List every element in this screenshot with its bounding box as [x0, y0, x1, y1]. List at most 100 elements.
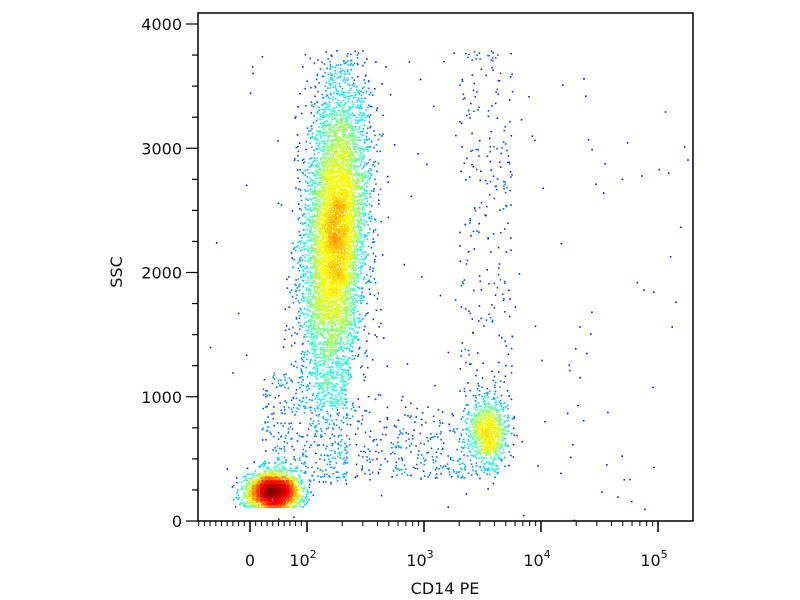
- event-dot: [364, 314, 367, 317]
- event-dot: [300, 237, 303, 239]
- event-dot: [476, 415, 479, 418]
- event-dot: [352, 406, 355, 409]
- event-dot: [350, 297, 352, 300]
- event-dot: [367, 232, 369, 234]
- event-dot: [299, 476, 302, 478]
- event-dot: [312, 207, 315, 209]
- event-dot: [323, 361, 326, 363]
- event-dot: [328, 336, 331, 338]
- event-dot: [373, 439, 375, 441]
- event-dot: [503, 456, 506, 459]
- event-dot: [340, 340, 342, 343]
- event-dot: [363, 219, 366, 221]
- event-dot: [237, 494, 239, 496]
- event-dot: [350, 293, 352, 296]
- event-dot: [330, 460, 332, 463]
- event-dot: [351, 152, 354, 155]
- event-dot: [290, 379, 292, 381]
- event-dot: [335, 476, 338, 479]
- event-dot: [314, 410, 316, 412]
- event-dot: [300, 276, 302, 278]
- event-dot: [307, 385, 310, 387]
- event-dot: [297, 300, 299, 302]
- event-dot: [319, 386, 321, 389]
- event-dot: [307, 236, 309, 239]
- event-dot: [272, 470, 274, 472]
- event-dot: [295, 470, 297, 472]
- event-dot: [473, 289, 475, 292]
- event-dot: [245, 505, 247, 508]
- event-dot: [328, 80, 330, 82]
- event-dot: [331, 147, 334, 150]
- event-dot: [322, 325, 325, 327]
- event-dot: [460, 433, 463, 435]
- event-dot: [476, 387, 479, 390]
- event-dot: [321, 384, 324, 386]
- event-dot: [352, 327, 354, 330]
- event-dot: [295, 506, 297, 508]
- event-dot: [342, 126, 345, 129]
- event-dot: [468, 411, 470, 414]
- event-dot: [326, 113, 328, 116]
- event-dot: [343, 342, 345, 344]
- event-dot: [274, 462, 277, 464]
- event-dot: [322, 150, 324, 152]
- event-dot: [303, 411, 306, 414]
- event-dot: [358, 230, 360, 232]
- event-dot: [344, 324, 347, 327]
- event-dot: [294, 360, 297, 363]
- event-dot: [298, 260, 300, 263]
- event-dot: [309, 278, 312, 281]
- event-dot: [317, 139, 320, 142]
- event-dot: [343, 117, 346, 120]
- event-dot: [347, 337, 349, 339]
- event-dot: [304, 496, 307, 499]
- event-dot: [278, 394, 280, 397]
- event-dot: [393, 144, 396, 146]
- event-dot: [322, 154, 324, 157]
- event-dot: [304, 273, 306, 275]
- event-dot: [312, 106, 315, 108]
- event-dot: [298, 435, 301, 437]
- event-dot: [294, 246, 296, 249]
- event-dot: [301, 358, 303, 361]
- event-dot: [350, 129, 353, 132]
- event-dot: [355, 294, 358, 296]
- event-dot: [325, 382, 328, 384]
- event-dot: [499, 421, 502, 424]
- event-dot: [422, 457, 425, 459]
- event-dot: [474, 442, 477, 445]
- event-dot: [318, 82, 320, 84]
- event-dot: [381, 135, 383, 137]
- event-dot: [349, 323, 352, 326]
- event-dot: [331, 433, 333, 436]
- event-dot: [348, 106, 350, 108]
- event-dot: [302, 172, 305, 175]
- event-dot: [283, 338, 286, 341]
- event-dot: [308, 288, 310, 290]
- event-dot: [313, 336, 315, 338]
- event-dot: [304, 248, 306, 250]
- event-dot: [499, 278, 502, 281]
- event-dot: [298, 230, 300, 233]
- event-dot: [352, 288, 355, 291]
- event-dot: [487, 402, 489, 405]
- event-dot: [472, 429, 474, 431]
- event-dot: [495, 453, 497, 456]
- event-dot: [301, 481, 304, 483]
- event-dot: [346, 128, 349, 131]
- event-dot: [501, 446, 503, 448]
- event-dot: [443, 60, 445, 63]
- event-dot: [299, 240, 301, 243]
- event-dot: [500, 458, 503, 461]
- event-dot: [360, 130, 362, 133]
- event-dot: [337, 447, 339, 450]
- event-dot: [314, 319, 316, 322]
- event-dot: [468, 445, 471, 447]
- event-dot: [679, 226, 682, 229]
- event-dot: [348, 266, 351, 269]
- event-dot: [302, 455, 304, 457]
- event-dot: [364, 251, 367, 254]
- event-dot: [300, 483, 303, 485]
- event-dot: [329, 63, 332, 66]
